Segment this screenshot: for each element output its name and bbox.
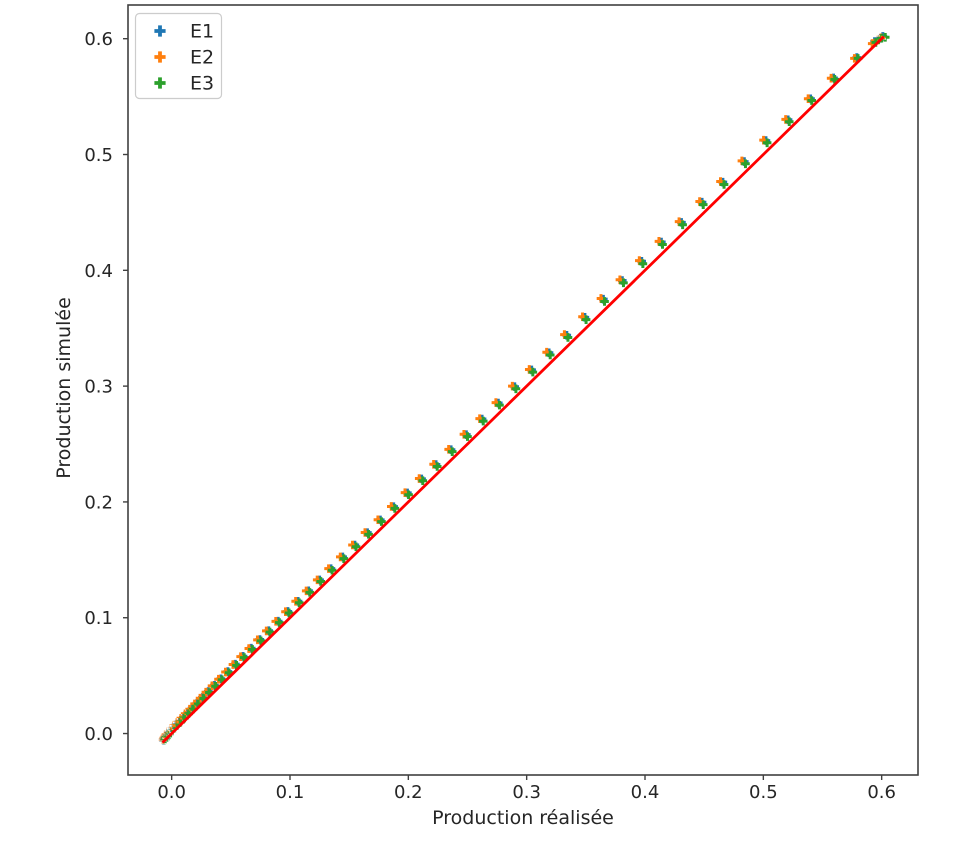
- axes-frame: [127, 4, 919, 776]
- legend-marker-E2: [154, 51, 166, 63]
- y-tick-label: 0.1: [84, 608, 113, 629]
- x-tick-label: 0.0: [157, 782, 186, 803]
- legend-item-E2: E2: [154, 47, 214, 69]
- y-tick-label: 0.2: [84, 492, 113, 513]
- x-axis-label: Production réalisée: [432, 807, 614, 829]
- legend-box: [134, 12, 223, 100]
- x-tick-label: 0.4: [631, 782, 660, 803]
- legend-marker-E3: [154, 77, 166, 89]
- y-tick-label: 0.0: [84, 724, 113, 745]
- x-tick-label: 0.5: [749, 782, 778, 803]
- y-tick-label: 0.5: [84, 145, 113, 166]
- x-tick-label: 0.1: [276, 782, 305, 803]
- legend-marker-E1: [154, 25, 166, 37]
- y-tick-label: 0.3: [84, 377, 113, 398]
- y-tick-label: 0.4: [84, 261, 113, 282]
- y-axis-label: Production simulée: [53, 297, 75, 479]
- x-tick-label: 0.3: [512, 782, 541, 803]
- axis-ticks: 0.0 0.1 0.2 0.3 0.4 0.5 0.6 0.0 0.1 0.2 0.3 0.4 0.5 0…: [84, 29, 896, 803]
- y-tick-label: 0.6: [84, 29, 113, 50]
- legend-label-E2: E2: [190, 47, 214, 69]
- x-tick-label: 0.2: [394, 782, 423, 803]
- legend-item-E3: E3: [154, 73, 214, 95]
- legend-label-E3: E3: [190, 73, 214, 95]
- identity-line: [161, 36, 885, 744]
- legend: E1 E2 E3: [134, 12, 223, 100]
- identity-line-path: [161, 36, 885, 744]
- plot-spines: [127, 4, 919, 776]
- legend-item-E1: E1: [154, 21, 214, 43]
- x-tick-label: 0.6: [867, 782, 896, 803]
- legend-label-E1: E1: [190, 21, 214, 43]
